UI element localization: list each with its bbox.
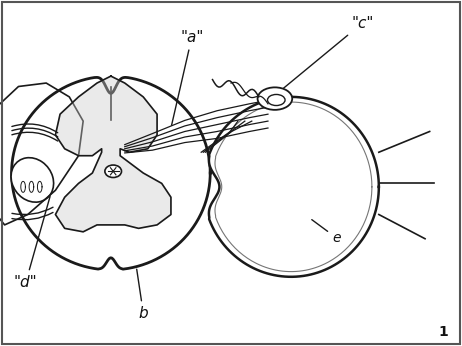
Text: e: e: [312, 220, 341, 245]
Ellipse shape: [258, 88, 292, 110]
Ellipse shape: [267, 94, 285, 106]
Circle shape: [105, 165, 122, 177]
Ellipse shape: [11, 158, 54, 202]
Polygon shape: [209, 97, 379, 277]
Text: b: b: [137, 269, 148, 321]
Text: "a": "a": [171, 29, 204, 125]
Text: "d": "d": [14, 197, 50, 290]
Text: "c": "c": [280, 16, 373, 92]
Polygon shape: [12, 78, 210, 269]
Text: 1: 1: [438, 325, 448, 339]
Polygon shape: [55, 76, 171, 232]
